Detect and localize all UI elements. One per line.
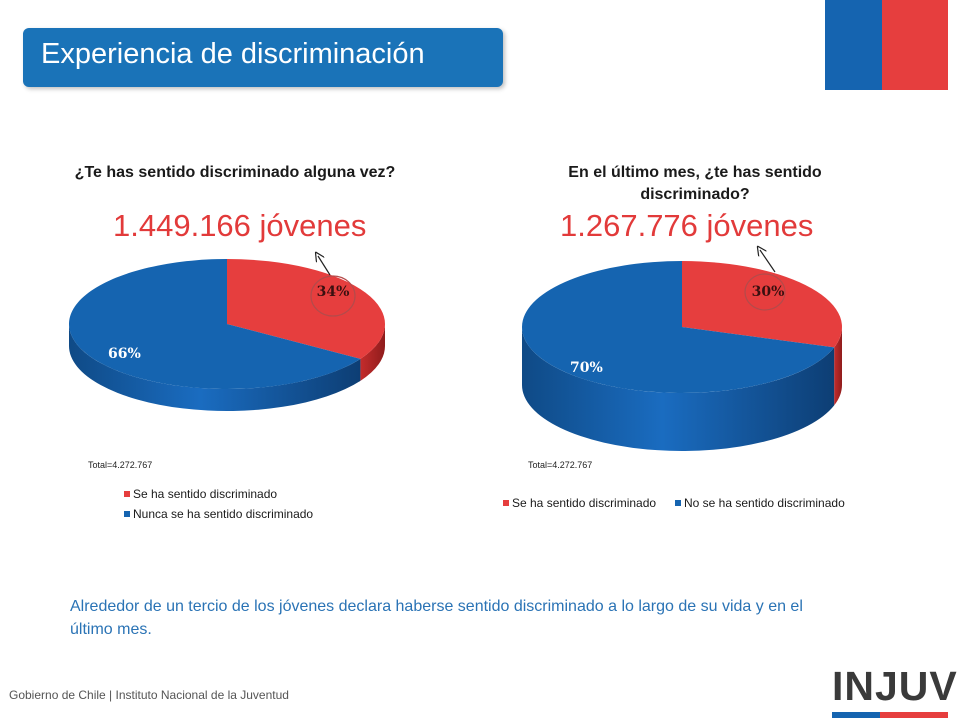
legend-label-1: Se ha sentido discriminado bbox=[512, 496, 656, 510]
logo-bar-red bbox=[880, 712, 948, 718]
legend-swatch-2 bbox=[124, 511, 130, 517]
highlight-circle bbox=[310, 275, 356, 317]
logo-bar-blue bbox=[832, 712, 880, 718]
pie-value-label-1: 30% bbox=[752, 284, 785, 300]
pie-slice-1 bbox=[227, 259, 385, 359]
pie-side-1 bbox=[834, 327, 842, 406]
chart-1-pie: 34% 66% Total=4.272.767 Se ha sentido discr… bbox=[69, 256, 385, 521]
footer-text: Gobierno de Chile | Instituto Nacional d… bbox=[9, 688, 289, 702]
pie-value-label-1: 34% bbox=[317, 284, 350, 300]
legend-swatch-2 bbox=[675, 500, 681, 506]
pointer-arrow bbox=[318, 256, 331, 276]
flag-blue-stripe bbox=[825, 0, 882, 90]
chart-1-title: ¿Te has sentido discriminado alguna vez? bbox=[74, 164, 396, 181]
pie-value-label-2: 70% bbox=[570, 360, 603, 376]
chart-2-count: 1.267.776 jóvenes bbox=[560, 208, 814, 243]
legend-label-2: Nunca se ha sentido discriminado bbox=[133, 507, 313, 521]
legend-label-2: No se ha sentido discriminado bbox=[684, 496, 845, 510]
pie-side-2 bbox=[69, 324, 361, 411]
pie-side-1 bbox=[360, 324, 385, 381]
legend-label-1: Se ha sentido discriminado bbox=[133, 487, 277, 501]
pie-slice-2 bbox=[522, 261, 835, 393]
pie-value-label-2: 66% bbox=[108, 346, 141, 362]
flag-red-stripe bbox=[882, 0, 948, 90]
chart-1-count: 1.449.166 jóvenes bbox=[113, 208, 367, 243]
summary-text: Alrededor de un tercio de los jóvenes de… bbox=[70, 598, 803, 638]
highlight-circle bbox=[744, 273, 786, 311]
injuv-logo: INJUV bbox=[832, 663, 958, 709]
legend-swatch-1 bbox=[503, 500, 509, 506]
total-label: Total=4.272.767 bbox=[528, 460, 592, 470]
pointer-arrow bbox=[760, 250, 776, 273]
pie-side-2 bbox=[522, 327, 835, 452]
page-title-banner: Experiencia de discriminación bbox=[23, 28, 503, 87]
page-title: Experiencia de discriminación bbox=[41, 38, 425, 70]
chart-2-pie: 30% 70% Total=4.272.767 Se ha sentido discr… bbox=[503, 250, 845, 510]
total-label: Total=4.272.767 bbox=[88, 460, 152, 470]
pie-slice-2 bbox=[69, 259, 361, 389]
chart-2-title: En el último mes, ¿te has sentido discri… bbox=[568, 164, 822, 203]
legend-swatch-1 bbox=[124, 491, 130, 497]
pie-slice-1 bbox=[682, 261, 842, 348]
